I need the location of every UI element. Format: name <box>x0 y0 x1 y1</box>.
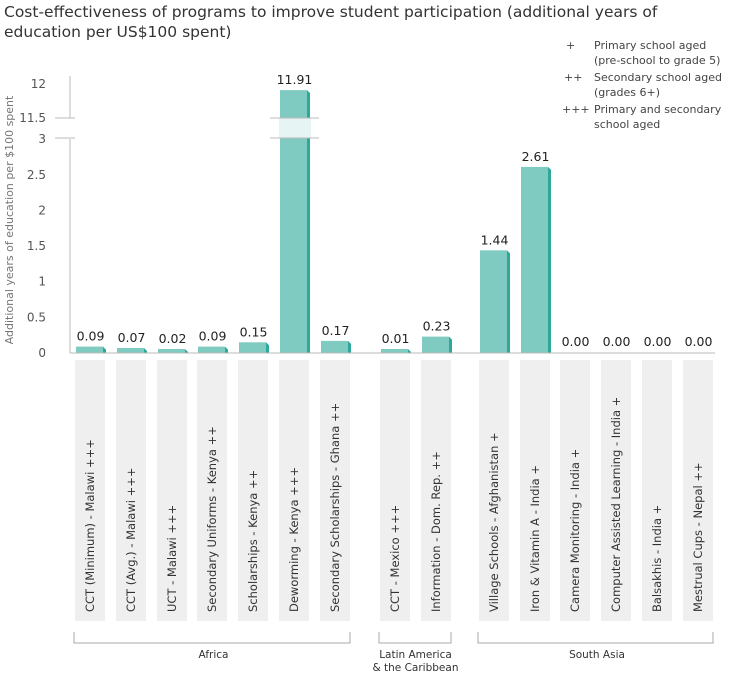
category-label-box <box>75 360 105 621</box>
group-bracket <box>378 632 452 644</box>
bar-side <box>225 346 228 353</box>
category-label-box <box>601 360 631 621</box>
bar-side <box>266 342 269 353</box>
bar <box>521 166 548 353</box>
bar-value-label: 0.17 <box>322 323 350 338</box>
bar <box>480 250 507 353</box>
y-tick-label: 2 <box>38 203 46 217</box>
category-label-box <box>520 360 550 621</box>
bar-value-label: 0.00 <box>562 334 590 349</box>
category-label: CCT (Minimum) - Malawi +++ <box>83 439 97 612</box>
bar-side <box>348 340 351 353</box>
category-label: Deworming - Kenya +++ <box>287 467 301 612</box>
category-label: CCT - Mexico +++ <box>388 505 402 612</box>
bar-side <box>144 348 147 353</box>
category-label-box <box>642 360 672 621</box>
category-label: CCT (Avg.) - Malawi +++ <box>124 467 138 612</box>
bar-value-label: 0.02 <box>159 331 187 346</box>
bar <box>117 348 144 353</box>
category-label-box <box>683 360 713 621</box>
y-tick-label: 1.5 <box>27 239 46 253</box>
bar-side <box>507 250 510 353</box>
category-label: Secondary Scholarships - Ghana ++ <box>328 403 342 612</box>
bar-value-label: 0.00 <box>603 334 631 349</box>
category-label-box <box>197 360 227 621</box>
y-tick-label: 11.5 <box>19 111 46 125</box>
bar-value-label: 0.00 <box>685 334 713 349</box>
bar-value-label: 11.91 <box>277 72 313 87</box>
category-label-box <box>560 360 590 621</box>
bar-side <box>548 166 551 353</box>
bar-value-label: 0.07 <box>118 330 146 345</box>
category-label: Mestrual Cups - Nepal ++ <box>691 462 705 612</box>
category-label: Secondary Uniforms - Kenya ++ <box>205 426 219 612</box>
group-label: & the Caribbean <box>373 662 459 674</box>
category-label-box <box>421 360 451 621</box>
bar-value-label: 0.23 <box>423 319 451 334</box>
category-label: Camera Monitoring - India + <box>568 449 582 612</box>
bar <box>239 342 266 353</box>
bar-value-label: 0.09 <box>77 329 105 344</box>
y-tick-label: 12 <box>31 77 46 91</box>
legend-item: +++ Primary and secondary school aged <box>560 102 736 132</box>
bar <box>158 349 185 353</box>
bar <box>381 349 408 353</box>
category-label-box <box>116 360 146 621</box>
legend-label: Primary and secondary school aged <box>594 103 722 131</box>
legend-label: Secondary school aged (grades 6+) <box>594 71 722 99</box>
category-label-box <box>320 360 350 621</box>
legend-symbol: + <box>566 39 576 52</box>
y-tick-label: 1 <box>38 275 46 289</box>
category-label: Iron & Vitamin A - India + <box>528 465 542 612</box>
y-axis-title: Additional years of education per $100 s… <box>3 95 16 344</box>
bar-side <box>449 336 452 353</box>
category-label-box <box>279 360 309 621</box>
category-label: UCT - Malawi +++ <box>165 505 179 612</box>
bar-side <box>103 346 106 353</box>
group-bracket <box>477 632 714 644</box>
category-label-box <box>479 360 509 621</box>
group-label: Latin America <box>379 649 452 661</box>
bar-side <box>185 349 188 353</box>
category-label: Balsakhis - India + <box>650 505 664 612</box>
bar-value-label: 0.01 <box>382 331 410 346</box>
category-label-box <box>380 360 410 621</box>
legend-item: + Primary school aged (pre-school to gra… <box>560 38 736 68</box>
group-label: South Asia <box>569 649 625 661</box>
bar <box>321 340 348 353</box>
legend-item: ++ Secondary school aged (grades 6+) <box>560 70 736 100</box>
bar-value-label: 1.44 <box>481 232 509 247</box>
legend-symbol: +++ <box>562 103 590 116</box>
legend-symbol: ++ <box>564 71 583 84</box>
bar-side <box>408 349 411 353</box>
y-tick-label: 2.5 <box>27 168 46 182</box>
category-label: Information - Dom. Rep. ++ <box>429 451 443 612</box>
legend-label: Primary school aged (pre-school to grade… <box>594 39 721 67</box>
group-bracket <box>73 632 351 644</box>
category-label: Scholarships - Kenya ++ <box>246 470 260 612</box>
category-label-box <box>238 360 268 621</box>
legend: + Primary school aged (pre-school to gra… <box>560 38 736 134</box>
bar <box>76 346 103 353</box>
bar-side <box>307 90 310 354</box>
bar <box>198 346 225 353</box>
bar <box>422 336 449 353</box>
y-tick-label: 0 <box>38 346 46 360</box>
bar-value-label: 2.61 <box>522 149 550 164</box>
y-tick-label: 0.5 <box>27 310 46 324</box>
bar-value-label: 0.15 <box>240 324 268 339</box>
bar-break-gap <box>279 118 311 138</box>
chart-title: Cost-effectiveness of programs to improv… <box>4 3 658 41</box>
bar-value-label: 0.09 <box>199 329 227 344</box>
category-label: Village Schools - Afghanistan + <box>487 432 501 612</box>
group-label: Africa <box>199 649 229 661</box>
y-tick-label: 3 <box>38 132 46 146</box>
category-label-box <box>157 360 187 621</box>
bar-value-label: 0.00 <box>644 334 672 349</box>
category-label: Computer Assisted Learning - India + <box>609 397 623 612</box>
